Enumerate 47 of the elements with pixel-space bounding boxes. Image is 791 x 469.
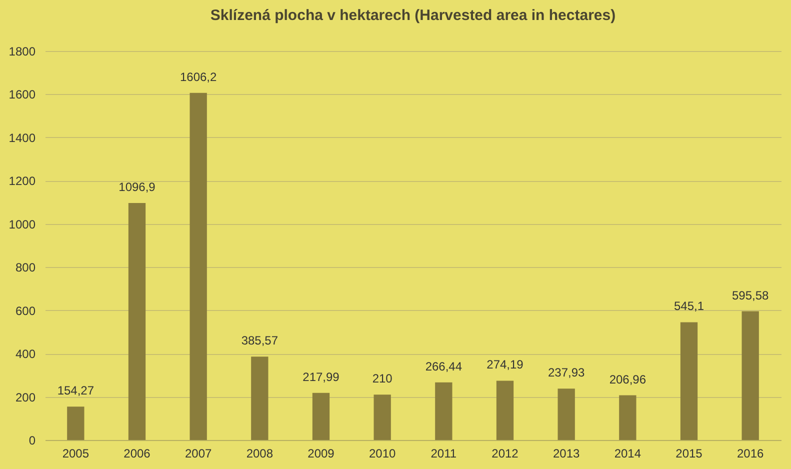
data-label: 237,93: [548, 366, 586, 380]
data-label: 266,44: [425, 359, 462, 374]
data-label: 1606,2: [180, 70, 218, 84]
y-tick-label: 1000: [8, 217, 36, 232]
data-label: 206,96: [609, 372, 646, 386]
y-tick-label: 800: [15, 260, 36, 275]
y-tick-label: 1400: [8, 130, 36, 145]
x-tick-label: 2015: [676, 446, 703, 460]
x-tick-label: 2014: [614, 446, 642, 460]
data-label: 274,19: [486, 358, 524, 372]
y-tick-label: 1200: [8, 174, 36, 188]
bar: [128, 202, 146, 440]
data-label: 154,27: [57, 384, 94, 398]
bar: [67, 406, 84, 440]
y-tick-label: 1800: [8, 44, 36, 58]
x-tick-label: 2006: [124, 446, 151, 460]
chart-title: Sklízená plocha v hektarech (Harvested area in hectares): [210, 7, 616, 24]
bar: [312, 392, 330, 440]
bar: [496, 380, 514, 440]
y-tick-label: 1600: [8, 88, 36, 102]
bar: [742, 311, 759, 440]
x-tick-label: 2013: [552, 446, 580, 460]
x-tick-label: 2005: [62, 446, 90, 460]
bar: [680, 322, 698, 440]
x-tick-label: 2009: [308, 446, 335, 460]
data-label: 545,1: [674, 299, 704, 314]
x-tick-label: 2016: [736, 446, 764, 460]
x-tick-label: 2012: [492, 446, 519, 460]
bar: [435, 382, 452, 440]
bar: [251, 356, 268, 440]
data-label: 1096,9: [118, 180, 156, 194]
bar: [190, 92, 207, 440]
x-tick-label: 2008: [246, 446, 274, 460]
data-label: 210: [372, 372, 393, 386]
bar: [619, 395, 636, 440]
data-label: 217,99: [302, 370, 340, 384]
data-label: 595,58: [732, 288, 770, 302]
y-tick-label: 200: [15, 390, 36, 404]
x-tick-label: 2011: [430, 446, 457, 460]
y-tick-label: 0: [28, 434, 36, 448]
bar: [558, 388, 575, 440]
bar: [374, 394, 391, 440]
data-label: 385,57: [241, 334, 278, 348]
x-tick-label: 2010: [368, 446, 396, 460]
x-tick-label: 2007: [184, 446, 212, 460]
y-tick-label: 400: [15, 347, 36, 362]
y-tick-label: 600: [15, 304, 36, 318]
